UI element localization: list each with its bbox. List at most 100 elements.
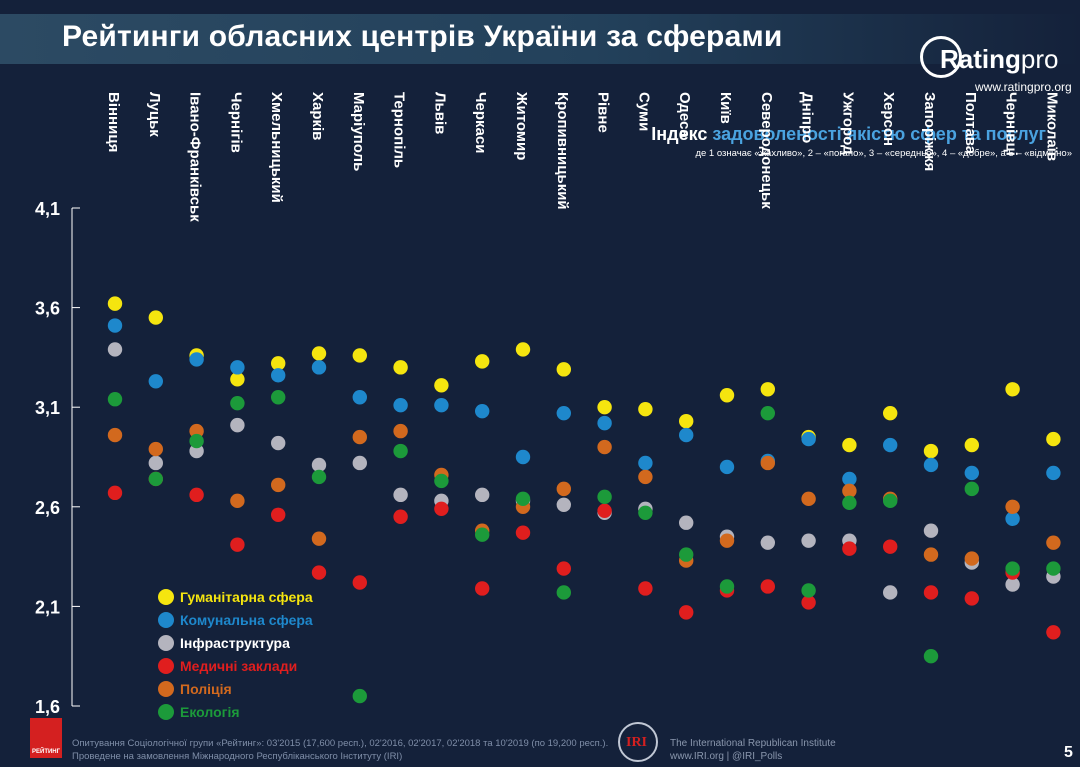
category-label: Маріуполь xyxy=(350,92,367,171)
data-point xyxy=(107,318,123,333)
category-label: Харків xyxy=(309,92,326,140)
legend-marker xyxy=(158,589,174,605)
category-label: Дніпро xyxy=(799,92,816,143)
data-point xyxy=(475,487,490,503)
iri-mark-text: IRI xyxy=(626,735,648,750)
data-point xyxy=(352,390,367,405)
data-point xyxy=(189,443,204,459)
data-point xyxy=(842,541,857,556)
data-point xyxy=(475,527,490,542)
data-point xyxy=(107,342,123,357)
data-point xyxy=(271,435,286,451)
data-point xyxy=(883,493,898,509)
iri-line-1: The International Republican Institute xyxy=(670,738,836,749)
data-point xyxy=(923,585,939,600)
data-point xyxy=(393,423,408,439)
data-point xyxy=(556,561,571,576)
footer-line-1: Опитування Соціологічної групи «Рейтинг»… xyxy=(72,738,609,749)
data-point xyxy=(760,579,775,594)
data-point xyxy=(638,455,653,471)
data-point xyxy=(842,495,857,511)
data-point xyxy=(107,427,123,443)
category-label: Миколаїв xyxy=(1043,92,1060,161)
data-point xyxy=(148,310,163,325)
legend-label: Екологія xyxy=(180,704,240,720)
data-point xyxy=(1005,511,1020,526)
data-point xyxy=(271,477,286,493)
data-point xyxy=(434,398,449,413)
data-point xyxy=(760,405,775,421)
data-point xyxy=(230,417,245,433)
legend-marker xyxy=(158,658,174,674)
page-title: Рейтинги обласних центрів України за сфе… xyxy=(62,20,783,53)
legend-marker xyxy=(158,704,174,720)
y-tick-label: 3,1 xyxy=(35,398,60,418)
legend-marker xyxy=(158,635,174,651)
index-title-part1: Індекс xyxy=(651,124,708,144)
data-point xyxy=(1005,561,1020,576)
data-point xyxy=(148,455,163,471)
data-point xyxy=(148,441,163,457)
data-point xyxy=(638,581,653,596)
category-label: Запоріжжя xyxy=(921,92,938,171)
data-point xyxy=(1005,382,1020,397)
data-point xyxy=(393,509,408,524)
y-tick-label: 2,6 xyxy=(35,498,60,518)
category-label: Полтава xyxy=(962,92,979,155)
data-point xyxy=(311,457,327,473)
data-point xyxy=(964,551,979,566)
rating-footer-logo: РЕЙТИНГ xyxy=(30,718,62,758)
legend-marker xyxy=(158,612,174,628)
category-label: Суми xyxy=(635,92,652,131)
legend-label: Комунальна сфера xyxy=(180,612,313,628)
category-label: Чернігів xyxy=(227,92,244,153)
data-point xyxy=(475,354,490,369)
data-point xyxy=(271,390,286,405)
data-point xyxy=(964,591,979,606)
data-point xyxy=(923,457,939,473)
data-point xyxy=(556,405,571,421)
data-point xyxy=(556,585,571,600)
category-label: Херсон xyxy=(880,92,897,146)
data-point xyxy=(352,688,367,704)
data-point xyxy=(1005,499,1020,514)
data-point xyxy=(801,583,816,598)
data-point xyxy=(842,437,857,453)
category-label: Северодонецьк xyxy=(758,92,775,209)
data-point xyxy=(679,605,694,620)
data-point xyxy=(597,439,612,455)
index-title-part2: задоволеності якістю сфер та послуг xyxy=(712,124,1046,144)
data-point xyxy=(679,547,694,562)
iri-logo-icon: IRI xyxy=(618,722,658,762)
data-point xyxy=(393,487,408,503)
data-point xyxy=(311,346,327,361)
iri-line-2: www.IRI.org | @IRI_Polls xyxy=(670,751,783,762)
index-subtitle: де 1 означає «жахливо», 2 – «погано», 3 … xyxy=(695,148,1072,159)
data-point xyxy=(883,405,898,421)
category-label: Хмельницький xyxy=(268,92,285,203)
category-label: Ужгород xyxy=(839,92,856,155)
data-point xyxy=(638,401,653,417)
category-label: Луцьк xyxy=(146,92,163,137)
title-band xyxy=(0,14,1080,64)
data-point xyxy=(1046,431,1061,447)
category-label: Вінниця xyxy=(105,92,122,152)
data-point xyxy=(230,493,245,509)
logo-circle-icon xyxy=(920,36,962,78)
data-point xyxy=(271,368,286,383)
data-point xyxy=(801,431,816,447)
footer-note: Опитування Соціологічної групи «Рейтинг»… xyxy=(72,737,608,763)
data-point xyxy=(393,398,408,413)
data-point xyxy=(189,487,204,503)
legend-label: Поліція xyxy=(180,681,232,697)
y-tick-label: 2,1 xyxy=(35,597,60,617)
data-point xyxy=(475,581,490,596)
data-point xyxy=(1046,465,1061,481)
data-point xyxy=(230,372,245,387)
data-point xyxy=(842,471,857,487)
category-label: Львів xyxy=(431,92,448,134)
data-point xyxy=(107,392,123,407)
ratingpro-logo: Ratingpro www.ratingpro.org xyxy=(920,36,1072,98)
data-point xyxy=(311,565,327,580)
